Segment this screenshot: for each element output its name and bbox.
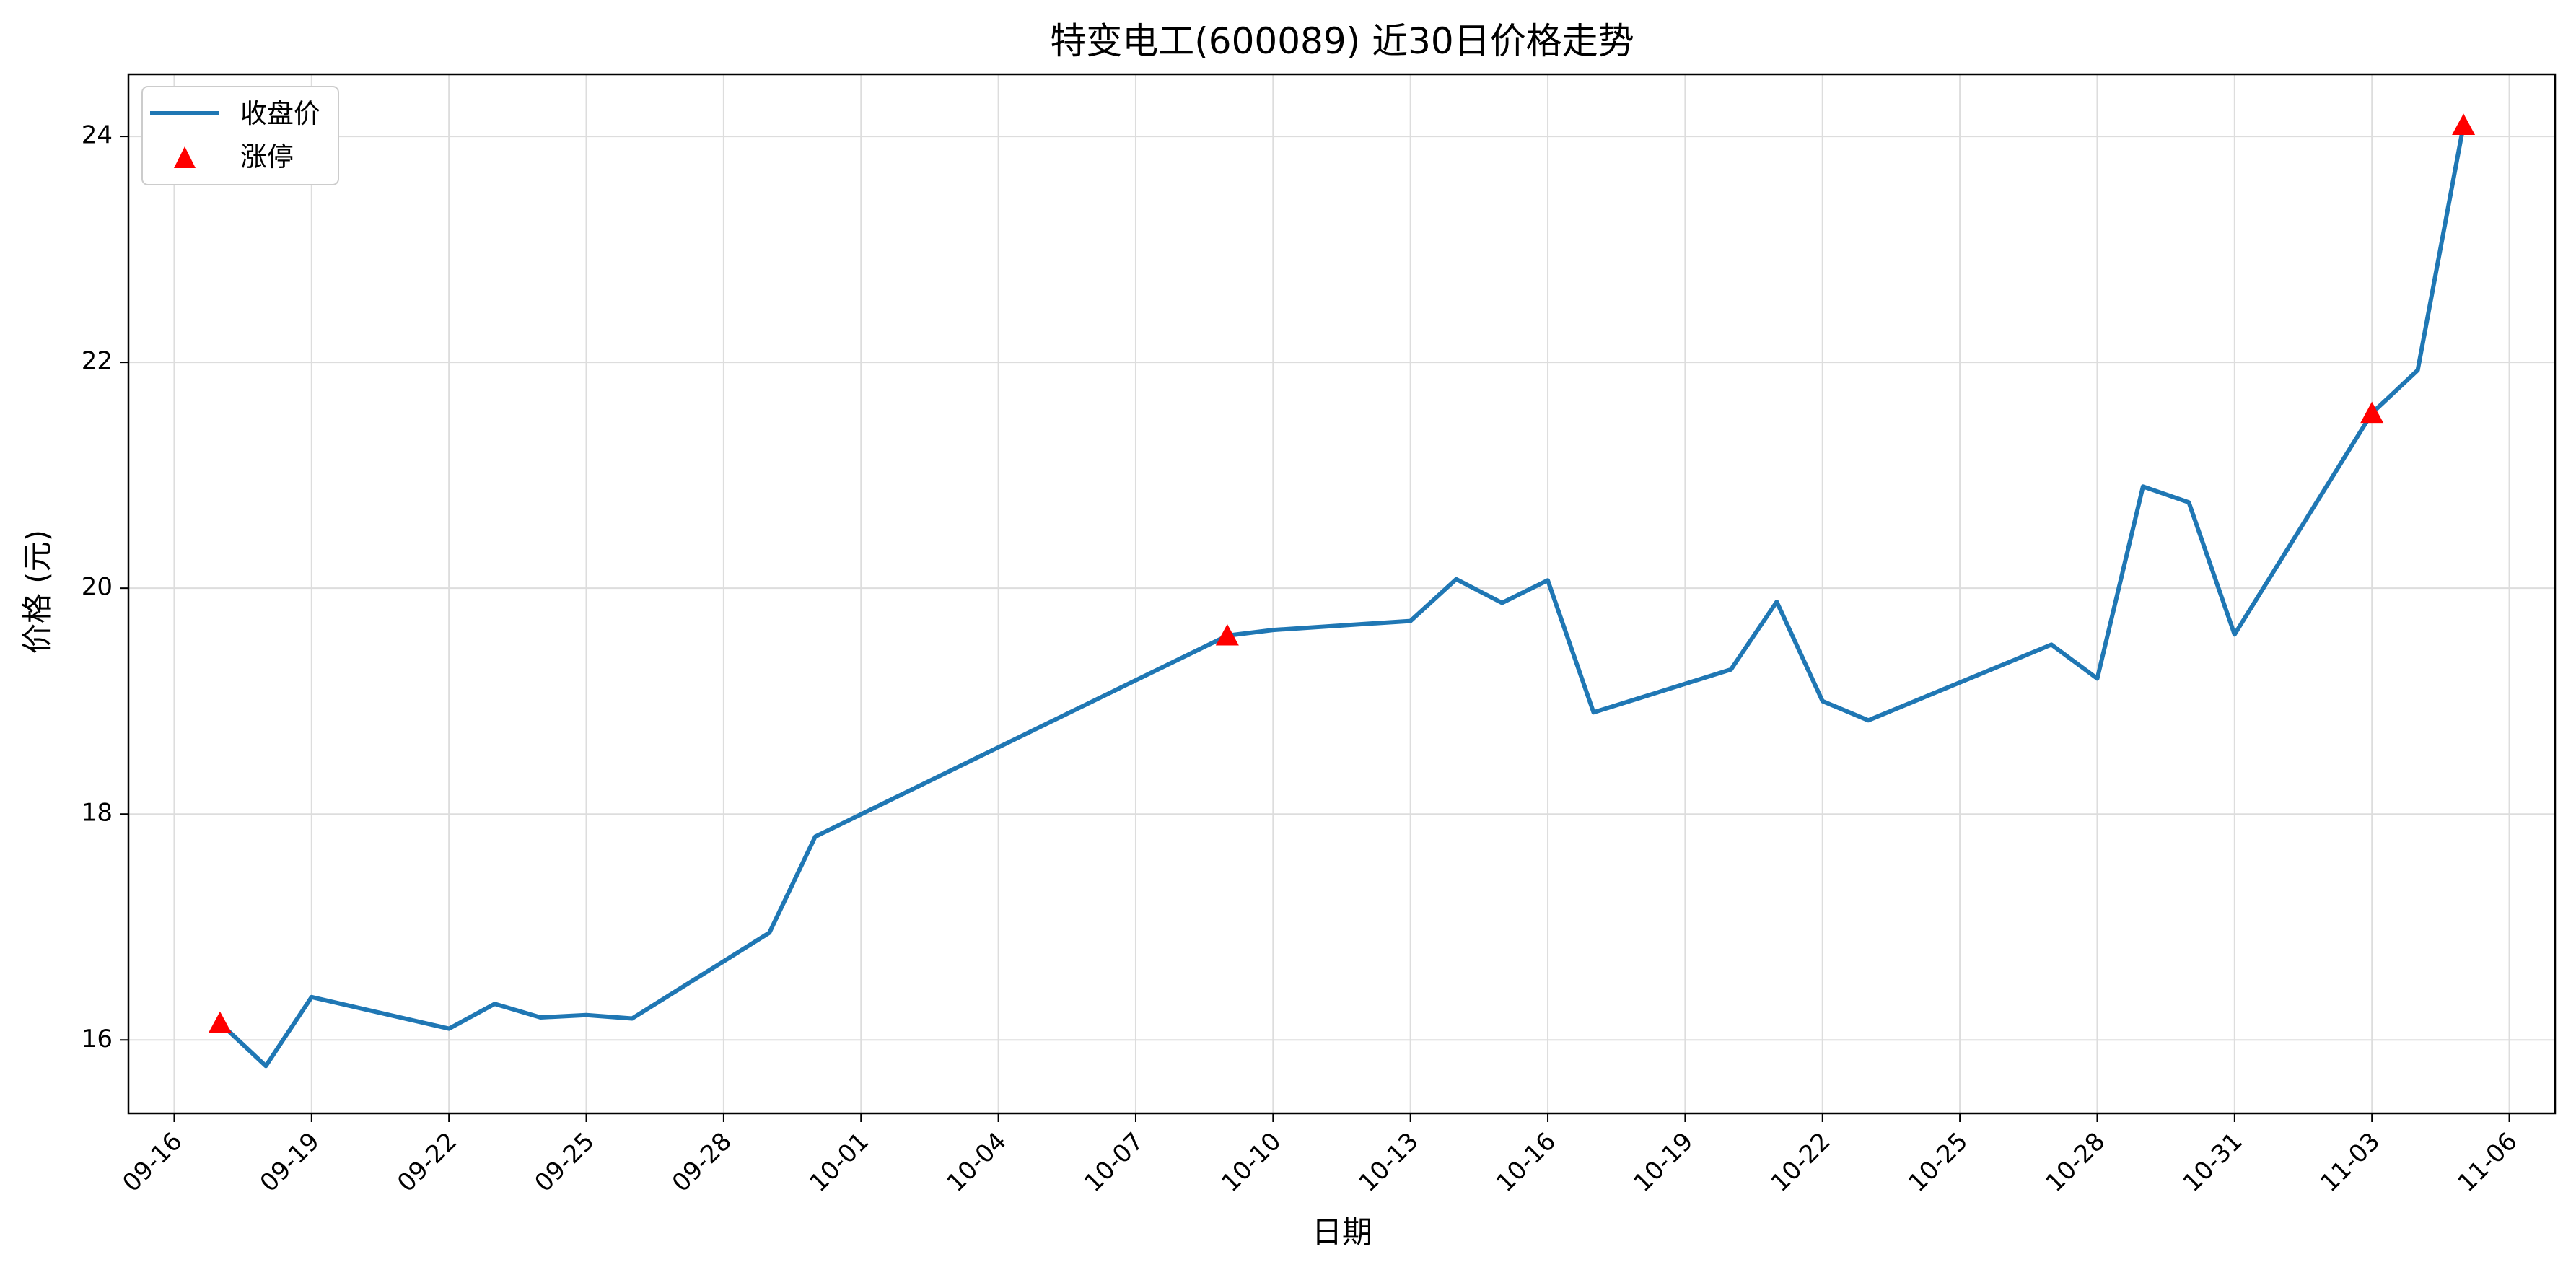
- x-axis-label: 日期: [1312, 1214, 1372, 1250]
- y-tick-label: 16: [82, 1025, 113, 1053]
- y-axis-label: 价格 (元): [19, 530, 55, 654]
- legend-label-close-price: 收盘价: [240, 98, 320, 129]
- close-price-line: [216, 122, 2466, 1069]
- limit-up-marker: [208, 1011, 232, 1033]
- y-tick-label: 20: [82, 573, 113, 602]
- legend-triangle-icon: [174, 146, 196, 168]
- chart-title: 特变电工(600089) 近30日价格走势: [1050, 20, 1634, 62]
- y-tick-label: 18: [82, 799, 113, 828]
- limit-up-marker: [2360, 401, 2384, 424]
- legend: 收盘价 涨停: [141, 86, 339, 185]
- plot-frame: [127, 73, 2557, 1115]
- limit-up-marker: [1215, 623, 1239, 646]
- legend-label-limit-up: 涨停: [240, 141, 294, 172]
- y-tick-label: 22: [82, 347, 113, 376]
- limit-up-marker: [2452, 113, 2476, 136]
- y-tick-label: 24: [82, 121, 113, 150]
- grid-lines: [128, 74, 2555, 1113]
- series-layer: [208, 113, 2476, 1069]
